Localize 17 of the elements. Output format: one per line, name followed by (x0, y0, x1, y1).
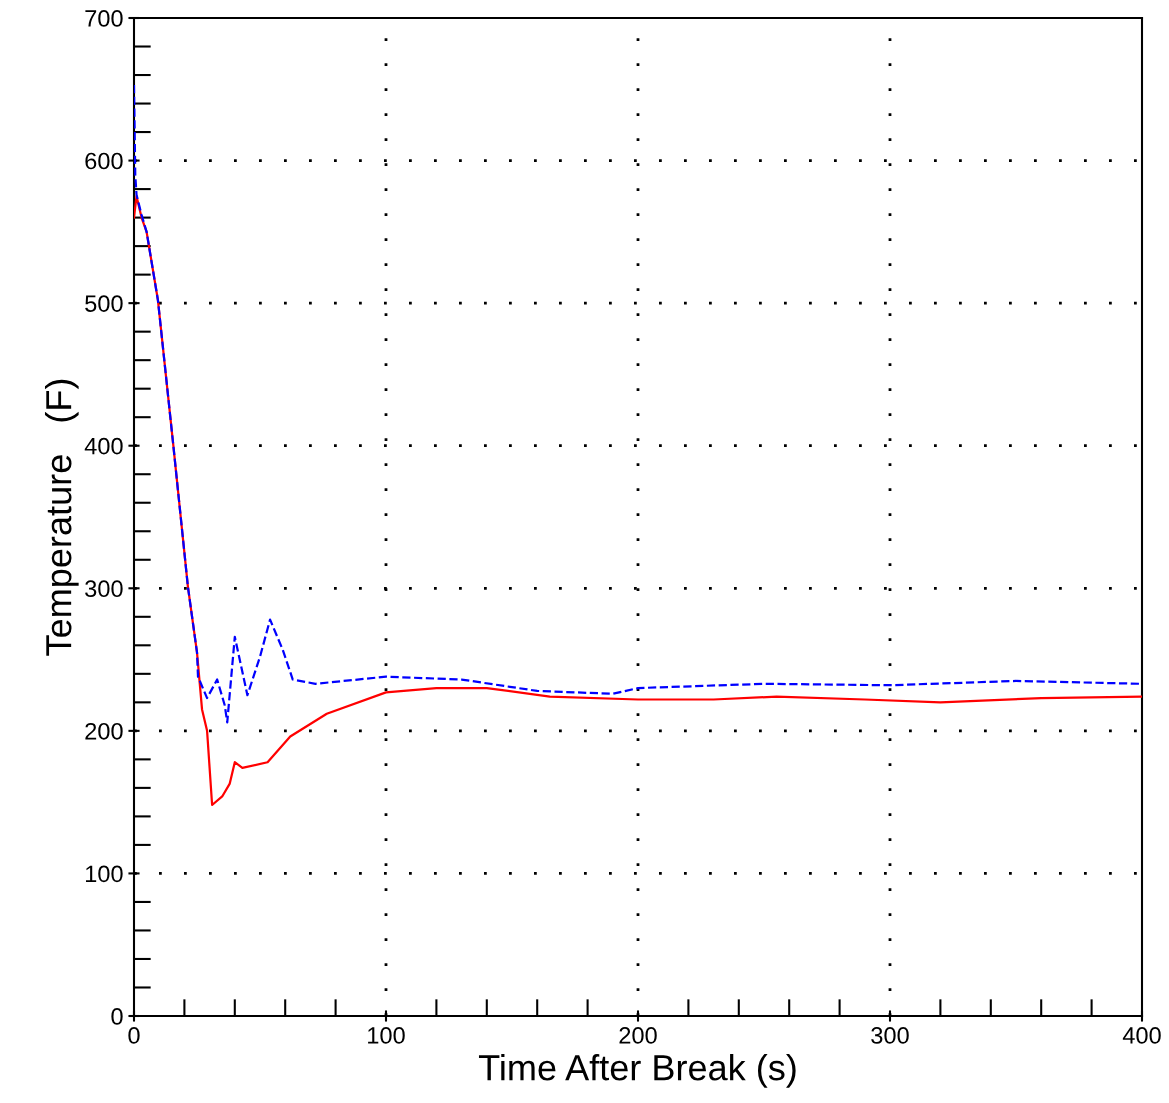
x-tick-label: 400 (1122, 1027, 1161, 1044)
y-tick-label: 600 (85, 152, 123, 170)
y-tick-label: 0 (111, 1008, 123, 1025)
y-tick-label: 700 (85, 10, 123, 27)
y-tick-label: 100 (85, 865, 123, 883)
y-tick-label: 300 (85, 580, 123, 598)
x-tick-label: 100 (368, 1027, 405, 1044)
y-tick-label: 500 (85, 295, 123, 312)
y-tick-label: 200 (85, 722, 123, 740)
x-tick-label: 200 (619, 1027, 657, 1044)
x-tick-label: 300 (871, 1027, 909, 1044)
line-series (134, 195, 1142, 807)
y-axis-title: Temperature (F) (44, 379, 79, 656)
x-axis-title: Time After Break (s) (478, 1053, 796, 1088)
line-series (134, 83, 1142, 724)
y-tick-label: 400 (84, 437, 123, 455)
x-tick-label: 0 (128, 1027, 140, 1044)
